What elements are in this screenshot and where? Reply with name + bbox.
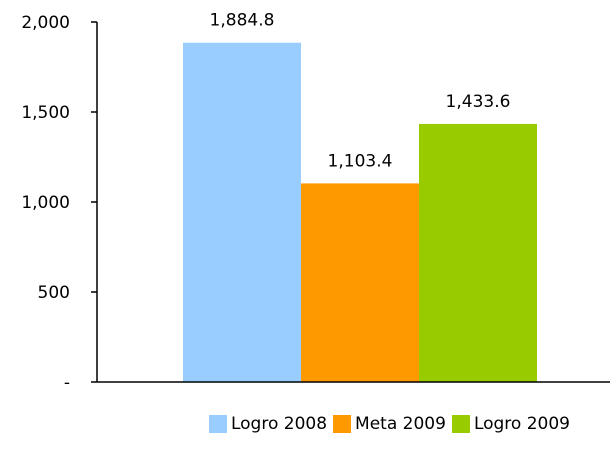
legend-label-logro-2009: Logro 2009: [473, 414, 570, 434]
data-label-logro-2009: 1,433.6: [446, 92, 511, 112]
y-tick-label: 2,000: [21, 13, 70, 33]
y-tick-label: 1,000: [21, 193, 70, 213]
legend-label-logro-2008: Logro 2008: [230, 414, 328, 434]
data-label-meta-2009: 1,103.4: [328, 151, 393, 171]
legend-swatch-logro-2008: [208, 415, 227, 433]
legend-swatch-meta-2009: [333, 415, 352, 433]
legend-swatch-logro-2009: [451, 415, 470, 433]
bar-logro-2009: [419, 123, 537, 383]
legend-label-meta-2009: Meta 2009: [355, 414, 446, 434]
bar-logro-2008: [183, 42, 301, 383]
legend-item-logro-2008: Logro 2008: [208, 414, 328, 434]
legend-item-meta-2009: Meta 2009: [333, 414, 446, 434]
y-tick-label: 1,500: [21, 103, 70, 123]
y-tick-label: -: [64, 373, 70, 393]
legend-item-logro-2009: Logro 2009: [451, 414, 570, 434]
bar-meta-2009: [301, 183, 419, 382]
y-tick-label: 500: [38, 283, 70, 303]
legend: Logro 2008 Meta 2009 Logro 2009: [0, 414, 613, 434]
data-label-logro-2008: 1,884.8: [210, 11, 275, 31]
